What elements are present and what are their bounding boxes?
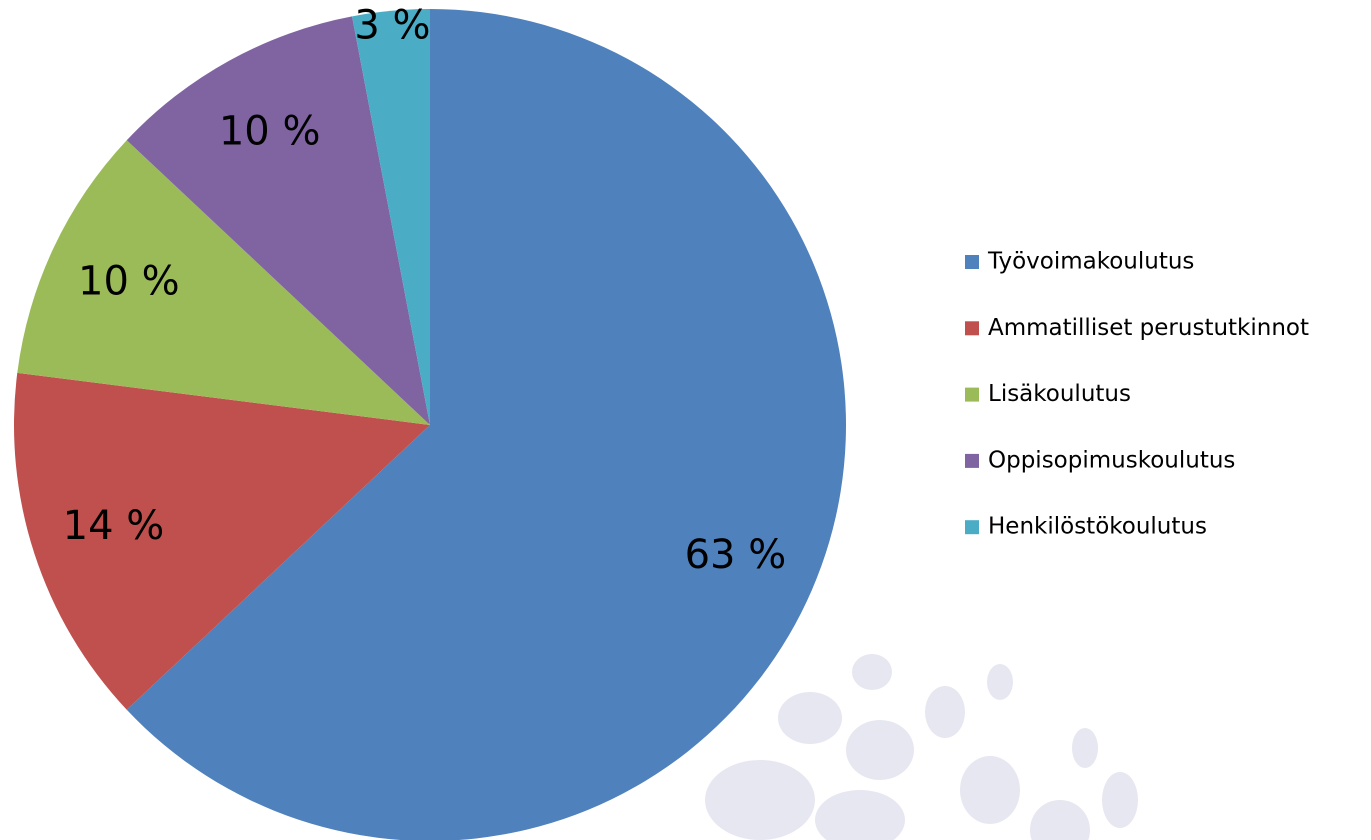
- legend-label: Oppisopimuskoulutus: [988, 447, 1235, 473]
- data-label: 63 %: [685, 532, 787, 578]
- data-label: 3 %: [354, 2, 430, 48]
- legend-swatch: [965, 388, 979, 402]
- data-label: 14 %: [63, 503, 165, 549]
- legend-swatch: [965, 255, 979, 269]
- legend-label: Työvoimakoulutus: [987, 249, 1194, 275]
- legend-swatch: [965, 454, 979, 468]
- legend-swatch: [965, 321, 979, 335]
- legend-swatch: [965, 520, 979, 534]
- chart: 63 % 14 % 10 % 10 % 3 % Työvoimakoulutus Ammat…: [0, 0, 1371, 840]
- data-label: 10 %: [219, 108, 321, 154]
- legend-label: Ammatilliset perustutkinnot: [988, 315, 1309, 341]
- legend-label: Henkilöstökoulutus: [988, 514, 1207, 540]
- legend-label: Lisäkoulutus: [988, 381, 1131, 407]
- background-decoration: [705, 654, 1138, 840]
- data-label: 10 %: [78, 258, 180, 304]
